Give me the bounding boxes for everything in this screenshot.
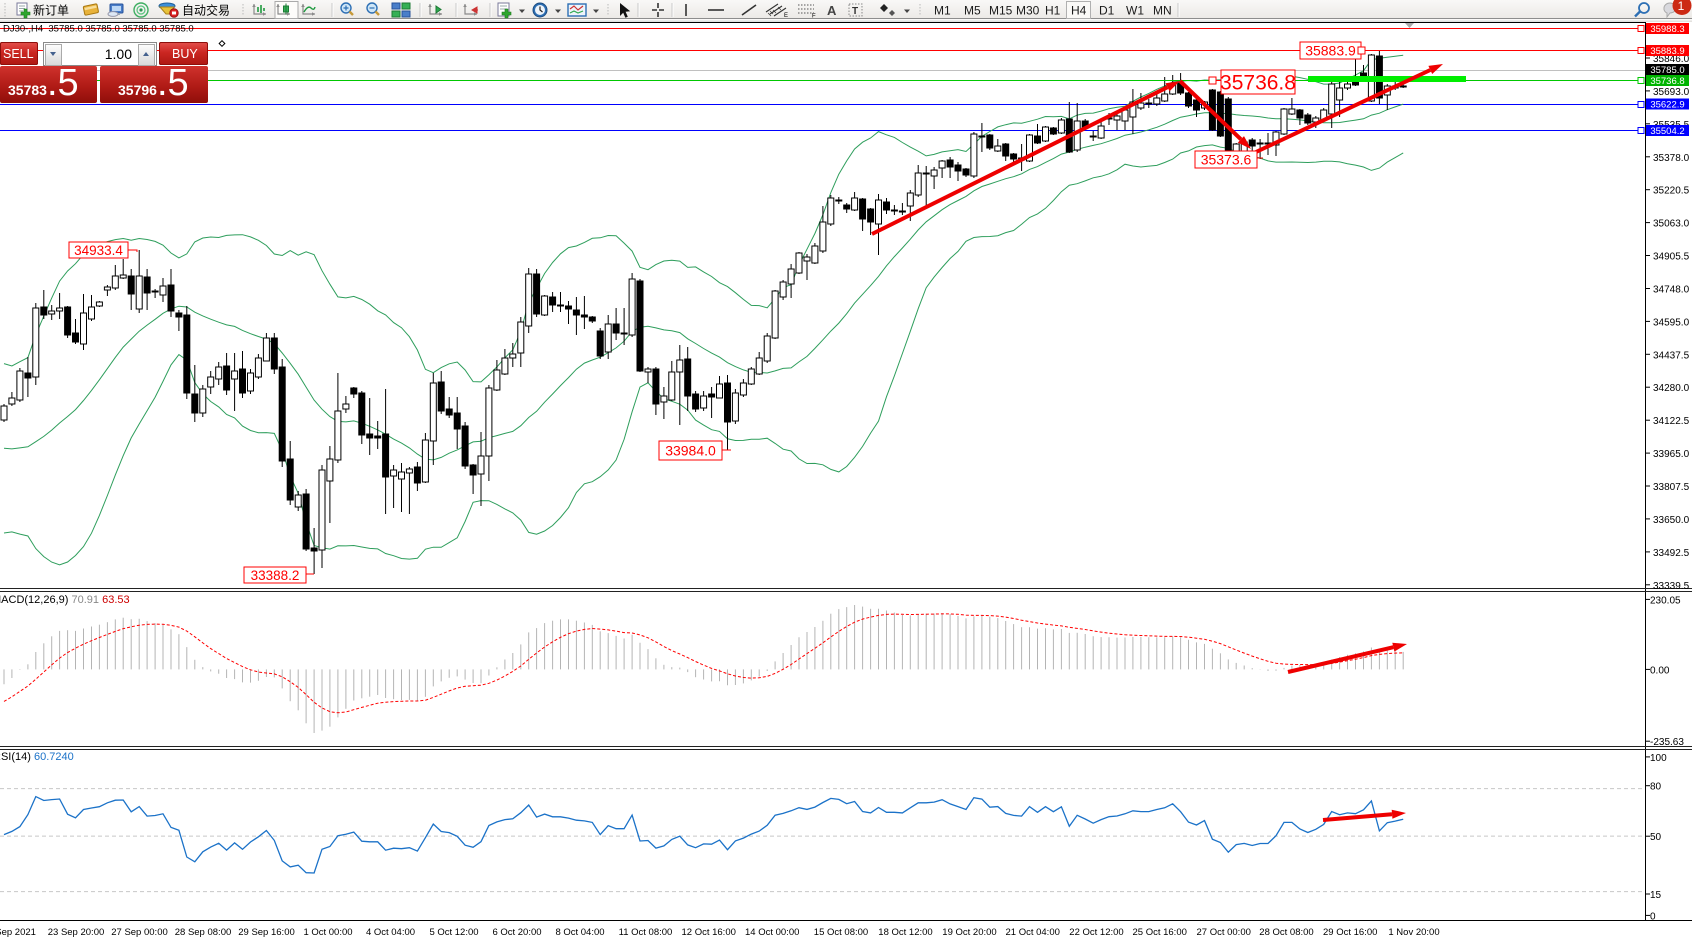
svg-text:11 Oct 08:00: 11 Oct 08:00 xyxy=(619,927,673,938)
svg-text:33492.5: 33492.5 xyxy=(1653,548,1690,559)
svg-text:34748.0: 34748.0 xyxy=(1653,285,1690,296)
svg-text:D1: D1 xyxy=(1099,4,1115,18)
svg-text:E: E xyxy=(784,13,788,19)
svg-text:34933.4: 34933.4 xyxy=(74,243,123,258)
svg-text:28 Sep 08:00: 28 Sep 08:00 xyxy=(175,927,232,938)
svg-text:34905.5: 34905.5 xyxy=(1653,252,1690,263)
svg-text:25 Oct 16:00: 25 Oct 16:00 xyxy=(1132,927,1186,938)
svg-text:自动交易: 自动交易 xyxy=(182,3,230,18)
svg-text:-235.63: -235.63 xyxy=(1650,737,1684,748)
svg-text:M5: M5 xyxy=(964,4,981,18)
svg-text:A: A xyxy=(827,3,837,18)
svg-text:33339.5: 33339.5 xyxy=(1653,581,1690,592)
svg-text:M15: M15 xyxy=(989,4,1013,18)
svg-text:23 Sep 20:00: 23 Sep 20:00 xyxy=(48,927,105,938)
svg-text:T: T xyxy=(852,6,858,17)
svg-text:35504.2: 35504.2 xyxy=(1650,126,1684,137)
svg-text:12 Oct 16:00: 12 Oct 16:00 xyxy=(681,927,735,938)
svg-text:0: 0 xyxy=(1650,911,1656,922)
svg-text:29 Oct 16:00: 29 Oct 16:00 xyxy=(1323,927,1377,938)
svg-text:8 Oct 04:00: 8 Oct 04:00 xyxy=(555,927,604,938)
svg-text:5 Oct 12:00: 5 Oct 12:00 xyxy=(429,927,478,938)
svg-text:W1: W1 xyxy=(1126,4,1144,18)
svg-text:35063.0: 35063.0 xyxy=(1653,219,1690,230)
svg-text:35378.0: 35378.0 xyxy=(1653,153,1690,164)
svg-text:35736.8: 35736.8 xyxy=(1220,72,1296,95)
svg-text:33388.2: 33388.2 xyxy=(251,568,300,583)
svg-text:29 Sep 16:00: 29 Sep 16:00 xyxy=(238,927,295,938)
svg-text:6 Oct 20:00: 6 Oct 20:00 xyxy=(492,927,541,938)
svg-text:35736.8: 35736.8 xyxy=(1650,76,1684,87)
svg-text:27 Oct 00:00: 27 Oct 00:00 xyxy=(1196,927,1250,938)
svg-text:27 Sep 00:00: 27 Sep 00:00 xyxy=(111,927,168,938)
svg-text:35373.6: 35373.6 xyxy=(1201,152,1252,168)
svg-text:28 Oct 08:00: 28 Oct 08:00 xyxy=(1259,927,1313,938)
svg-text:33807.5: 33807.5 xyxy=(1653,482,1690,493)
svg-text:35988.3: 35988.3 xyxy=(1650,24,1684,35)
svg-text:RSI(14) 60.7240: RSI(14) 60.7240 xyxy=(0,751,74,763)
svg-text:22 Sep 2021: 22 Sep 2021 xyxy=(0,927,36,938)
svg-text:F: F xyxy=(812,14,816,20)
svg-text:新订单: 新订单 xyxy=(33,3,69,18)
svg-text:35883.9: 35883.9 xyxy=(1305,43,1356,59)
svg-text:34122.5: 34122.5 xyxy=(1653,416,1690,427)
svg-text:35785.0: 35785.0 xyxy=(1650,65,1684,76)
svg-text:H1: H1 xyxy=(1045,4,1061,18)
svg-text:1 Oct 00:00: 1 Oct 00:00 xyxy=(303,927,352,938)
svg-text:35846.0: 35846.0 xyxy=(1653,54,1690,65)
svg-text:35693.0: 35693.0 xyxy=(1653,87,1690,98)
svg-text:35883.9: 35883.9 xyxy=(1650,46,1684,57)
svg-text:21 Oct 04:00: 21 Oct 04:00 xyxy=(1005,927,1059,938)
svg-text:34595.0: 34595.0 xyxy=(1653,317,1690,328)
svg-text:230.05: 230.05 xyxy=(1650,595,1681,606)
svg-text:80: 80 xyxy=(1650,782,1662,793)
svg-text:M1: M1 xyxy=(934,4,951,18)
svg-text:19 Oct 20:00: 19 Oct 20:00 xyxy=(942,927,996,938)
svg-text:34437.5: 34437.5 xyxy=(1653,350,1690,361)
svg-text:DJ30-,H4 35785.0 35785.0 3578: DJ30-,H4 35785.0 35785.0 35785.0 35785.0 xyxy=(3,24,194,35)
svg-text:33984.0: 33984.0 xyxy=(665,443,716,459)
svg-text:33650.0: 33650.0 xyxy=(1653,515,1690,526)
svg-text:4 Oct 04:00: 4 Oct 04:00 xyxy=(366,927,415,938)
svg-text:34280.0: 34280.0 xyxy=(1653,383,1690,394)
svg-text:1: 1 xyxy=(1678,0,1685,13)
svg-text:H4: H4 xyxy=(1071,4,1087,18)
svg-text:MN: MN xyxy=(1153,4,1172,18)
svg-text:18 Oct 12:00: 18 Oct 12:00 xyxy=(878,927,932,938)
svg-text:0.00: 0.00 xyxy=(1650,665,1670,676)
svg-text:1 Nov 20:00: 1 Nov 20:00 xyxy=(1388,927,1439,938)
svg-text:15 Oct 08:00: 15 Oct 08:00 xyxy=(814,927,868,938)
svg-text:MACD(12,26,9) 70.91 63.53: MACD(12,26,9) 70.91 63.53 xyxy=(0,594,130,606)
svg-text:M30: M30 xyxy=(1016,4,1040,18)
svg-text:35622.9: 35622.9 xyxy=(1650,100,1684,111)
svg-text:100: 100 xyxy=(1650,753,1667,764)
svg-text:14 Oct 00:00: 14 Oct 00:00 xyxy=(745,927,799,938)
svg-text:15: 15 xyxy=(1650,890,1662,901)
svg-text:22 Oct 12:00: 22 Oct 12:00 xyxy=(1069,927,1123,938)
svg-text:35220.5: 35220.5 xyxy=(1653,186,1690,197)
svg-text:50: 50 xyxy=(1650,832,1662,843)
svg-text:33965.0: 33965.0 xyxy=(1653,449,1690,460)
